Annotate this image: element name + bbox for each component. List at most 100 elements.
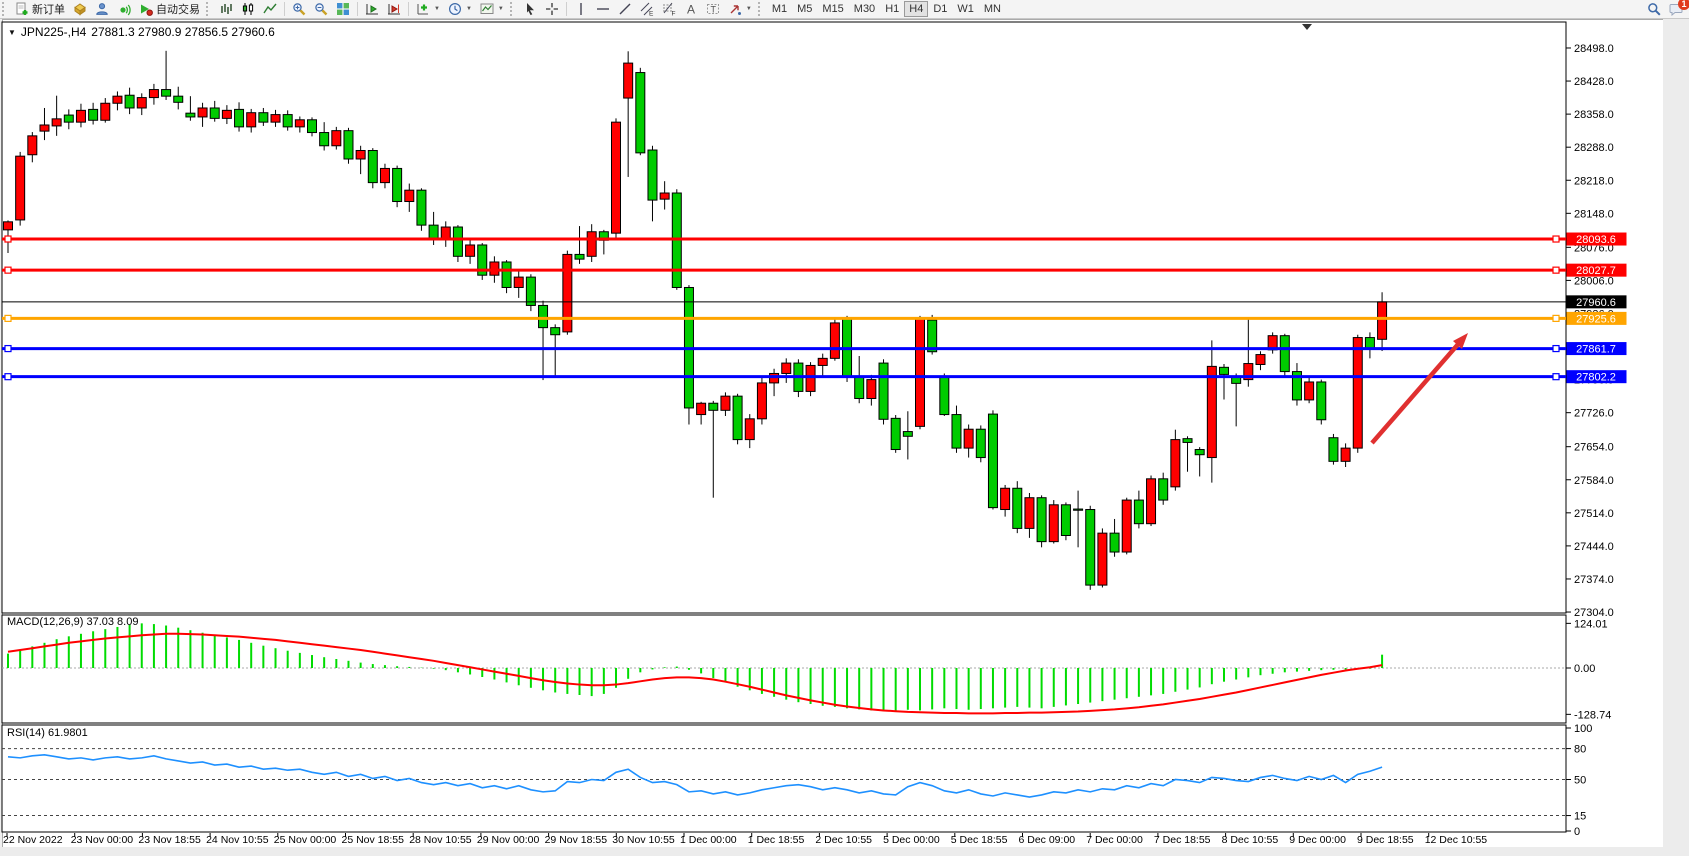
cursor-button[interactable]	[519, 1, 541, 17]
chart-title-ohlc: 27881.3 27980.9 27856.5 27960.6	[91, 25, 275, 39]
timeframe-button-h1[interactable]: H1	[880, 1, 904, 17]
candle-body	[319, 132, 330, 147]
symbol-dropdown-icon[interactable]: ▼	[8, 27, 16, 37]
price-axis[interactable]: 28498.0 28428.0 28358.0 28288.0 28218.0 28148…	[1566, 43, 1614, 619]
trendline-icon	[619, 3, 631, 15]
candle-body	[3, 221, 13, 231]
window-right-gutter	[1663, 19, 1689, 856]
axis-price-flag-label: 27861.7	[1576, 344, 1616, 356]
templates-button[interactable]: ▼	[476, 1, 508, 17]
line-handle[interactable]	[4, 373, 12, 381]
time-axis-label: 23 Nov 00:00	[71, 834, 134, 846]
arrows-button[interactable]: ▼	[724, 1, 756, 17]
dropdown-caret-icon: ▼	[434, 6, 440, 12]
timeframe-button-m15[interactable]: M15	[817, 1, 848, 17]
candle-body	[173, 95, 184, 103]
candle-body	[829, 322, 840, 359]
macd-pane[interactable]	[1, 614, 1567, 724]
periods-icon	[448, 2, 461, 16]
candle-body	[1060, 504, 1071, 536]
zoom-out-button[interactable]	[310, 1, 332, 17]
timeframe-button-m5[interactable]: M5	[792, 1, 817, 17]
timeframe-button-mn[interactable]: MN	[979, 1, 1006, 17]
text-button[interactable]: A	[680, 1, 702, 17]
price-tick-label: 27726.0	[1574, 408, 1614, 420]
line-handle[interactable]	[1552, 235, 1560, 243]
line-handle[interactable]	[4, 235, 12, 243]
line-handle[interactable]	[4, 344, 12, 353]
toolbar-grip[interactable]	[206, 2, 213, 16]
line-handle[interactable]	[4, 314, 12, 322]
line-handle[interactable]	[1552, 314, 1560, 322]
candle-body	[88, 108, 99, 121]
line-chart-button[interactable]	[259, 1, 281, 17]
candle-body	[635, 72, 646, 154]
periods-button[interactable]: ▼	[444, 1, 476, 17]
price-tick-label: 28288.0	[1574, 142, 1614, 154]
gold-box-button[interactable]	[69, 1, 91, 17]
toolbar-grip[interactable]	[757, 2, 765, 16]
indicators-button[interactable]: ▼	[412, 1, 444, 17]
candle-body	[1182, 438, 1193, 443]
rsi-axis-label: 100	[1574, 723, 1592, 735]
trendline-button[interactable]	[614, 1, 636, 17]
time-axis-label: 12 Dec 10:55	[1425, 834, 1488, 846]
new-order-button[interactable]: 新订单	[11, 1, 69, 17]
candlestick-chart-button[interactable]	[237, 1, 259, 17]
horizontal-line-button[interactable]	[592, 1, 614, 17]
time-axis[interactable]: 22 Nov 2022 23 Nov 00:00 23 Nov 18:55 24 No…	[3, 833, 1487, 846]
line-handle[interactable]	[1552, 266, 1560, 274]
candle-body	[550, 327, 561, 336]
candle-body	[915, 317, 925, 427]
candlestick-series	[3, 50, 1388, 590]
dropdown-caret-icon: ▼	[745, 6, 752, 12]
candle-body	[27, 135, 38, 156]
toolbar-grip[interactable]	[2, 2, 9, 16]
line-handle[interactable]	[1552, 373, 1560, 381]
time-axis-label: 25 Nov 18:55	[342, 834, 405, 846]
text-label-button[interactable]: T	[702, 1, 724, 17]
chart-title-symbol: JPN225-,H4	[20, 25, 87, 39]
trend-arrow-annotation[interactable]	[1370, 333, 1468, 445]
rsi-indicator-label: RSI(14) 61.9801	[7, 727, 88, 739]
candle-body	[756, 382, 767, 420]
vertical-line-button[interactable]	[570, 1, 592, 17]
timeframe-button-m30[interactable]: M30	[849, 1, 880, 17]
timeframe-button-h4[interactable]: H4	[904, 1, 929, 17]
crosshair-button[interactable]	[541, 1, 563, 17]
toolbar-grip[interactable]	[509, 2, 517, 16]
candle-body	[611, 121, 621, 234]
timeframe-button-m1[interactable]: M1	[767, 1, 792, 17]
candle-body	[1364, 337, 1375, 349]
price-tick-label: 28148.0	[1574, 208, 1614, 220]
notifications-button[interactable]: 1	[1669, 0, 1689, 16]
search-button[interactable]	[1647, 2, 1661, 16]
horizontal-lines: 28093.6 28027.7 27960.6 27925.6 27861.7 27802…	[2, 232, 1627, 384]
bars-chart-button[interactable]	[215, 1, 237, 17]
tile-windows-button[interactable]	[332, 1, 354, 17]
candle-body	[428, 224, 439, 240]
candle-body	[1073, 508, 1084, 511]
timeframe-button-d1[interactable]: D1	[928, 1, 952, 17]
chart-shift-button[interactable]	[383, 1, 405, 17]
macd-axis-label: 124.01	[1574, 618, 1608, 630]
horizontal-line-icon	[596, 8, 609, 10]
line-handle[interactable]	[1552, 344, 1560, 353]
autotrade-button[interactable]: 自动交易	[135, 1, 204, 17]
chart-shift-marker[interactable]	[1302, 24, 1312, 30]
notification-badge: 1	[1678, 0, 1689, 10]
zoom-in-button[interactable]	[288, 1, 310, 17]
signals-button[interactable]	[113, 1, 135, 17]
channel-button[interactable]: E	[636, 1, 658, 17]
line-handle[interactable]	[4, 266, 12, 274]
auto-scroll-button[interactable]	[361, 1, 383, 17]
candle-body	[1219, 366, 1229, 375]
timeframe-button-w1[interactable]: W1	[952, 1, 979, 17]
fibonacci-button[interactable]: F	[658, 1, 680, 17]
axis-price-flag-label: 27802.2	[1576, 372, 1616, 384]
candle-body	[696, 402, 707, 416]
axis-price-flag	[1566, 311, 1627, 325]
price-tick-label: 28218.0	[1574, 175, 1614, 187]
profile-button[interactable]	[91, 1, 113, 17]
